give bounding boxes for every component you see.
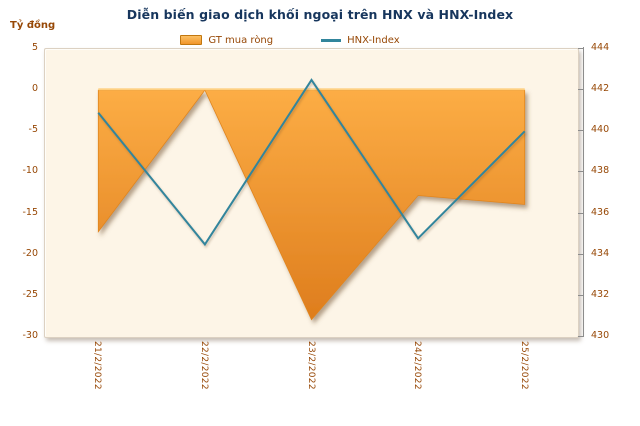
y-left-tick-label: -15 bbox=[22, 206, 38, 218]
x-axis-tick-label: 23/2/2022 bbox=[305, 341, 316, 390]
chart-title: Diễn biến giao dịch khối ngoại trên HNX … bbox=[126, 7, 514, 22]
y-right-tick-label: 442 bbox=[591, 83, 610, 95]
y-left-tick-label: -30 bbox=[22, 330, 38, 341]
x-axis-tick-label: 25/2/2022 bbox=[518, 341, 529, 390]
legend-item-area: GT mua ròng bbox=[180, 35, 273, 46]
y-left-tick-label: 5 bbox=[31, 42, 38, 53]
right-axis-tick-mark bbox=[578, 212, 584, 214]
right-axis-tick-mark bbox=[578, 294, 584, 296]
right-axis-tick-mark bbox=[578, 130, 584, 132]
y-right-tick-label: 432 bbox=[591, 288, 610, 300]
legend-item-line: HNX-Index bbox=[321, 35, 400, 46]
right-axis-tick-mark bbox=[578, 253, 584, 255]
area-series-swatch-icon bbox=[180, 35, 203, 45]
area-series bbox=[97, 88, 526, 321]
right-axis-tick-mark bbox=[578, 89, 584, 91]
right-axis-tick-mark bbox=[578, 48, 584, 49]
line-series-swatch-icon bbox=[321, 38, 342, 42]
y-right-tick-label: 444 bbox=[591, 42, 610, 53]
y-right-tick-label: 430 bbox=[591, 330, 610, 341]
legend-label-area: GT mua ròng bbox=[208, 34, 274, 46]
legend: GT mua ròng HNX-Index bbox=[0, 32, 580, 48]
plot-area bbox=[44, 48, 579, 338]
line-series bbox=[97, 78, 526, 247]
y-left-tick-label: 0 bbox=[31, 83, 38, 95]
x-axis-tick-label: 21/2/2022 bbox=[92, 341, 103, 390]
right-axis-line bbox=[583, 47, 584, 337]
right-axis-tick-mark bbox=[578, 336, 584, 337]
right-axis-tick-mark bbox=[578, 171, 584, 173]
x-axis-tick-label: 22/2/2022 bbox=[198, 341, 209, 390]
y-right-tick-label: 438 bbox=[591, 165, 610, 177]
y-left-tick-label: -25 bbox=[22, 288, 38, 300]
x-axis-tick-label: 24/2/2022 bbox=[412, 341, 423, 390]
y-right-tick-label: 440 bbox=[591, 124, 610, 136]
legend-label-line: HNX-Index bbox=[347, 34, 400, 46]
y-right-tick-label: 434 bbox=[591, 247, 610, 259]
y-right-tick-label: 436 bbox=[591, 206, 610, 218]
y-left-tick-label: -20 bbox=[22, 247, 38, 259]
left-axis-unit-label: Tỷ đồng bbox=[10, 20, 56, 31]
y-left-tick-label: -10 bbox=[22, 165, 38, 177]
y-left-tick-label: -5 bbox=[28, 124, 38, 136]
